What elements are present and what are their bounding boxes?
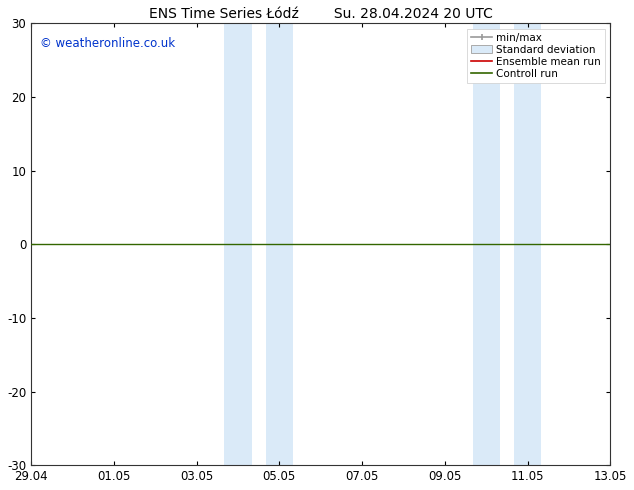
Bar — [514, 24, 541, 465]
Title: ENS Time Series Łódź        Su. 28.04.2024 20 UTC: ENS Time Series Łódź Su. 28.04.2024 20 U… — [149, 7, 493, 21]
Bar — [224, 24, 252, 465]
Bar — [266, 24, 293, 465]
Bar — [472, 24, 500, 465]
Text: © weatheronline.co.uk: © weatheronline.co.uk — [40, 37, 175, 50]
Legend: min/max, Standard deviation, Ensemble mean run, Controll run: min/max, Standard deviation, Ensemble me… — [467, 29, 605, 83]
